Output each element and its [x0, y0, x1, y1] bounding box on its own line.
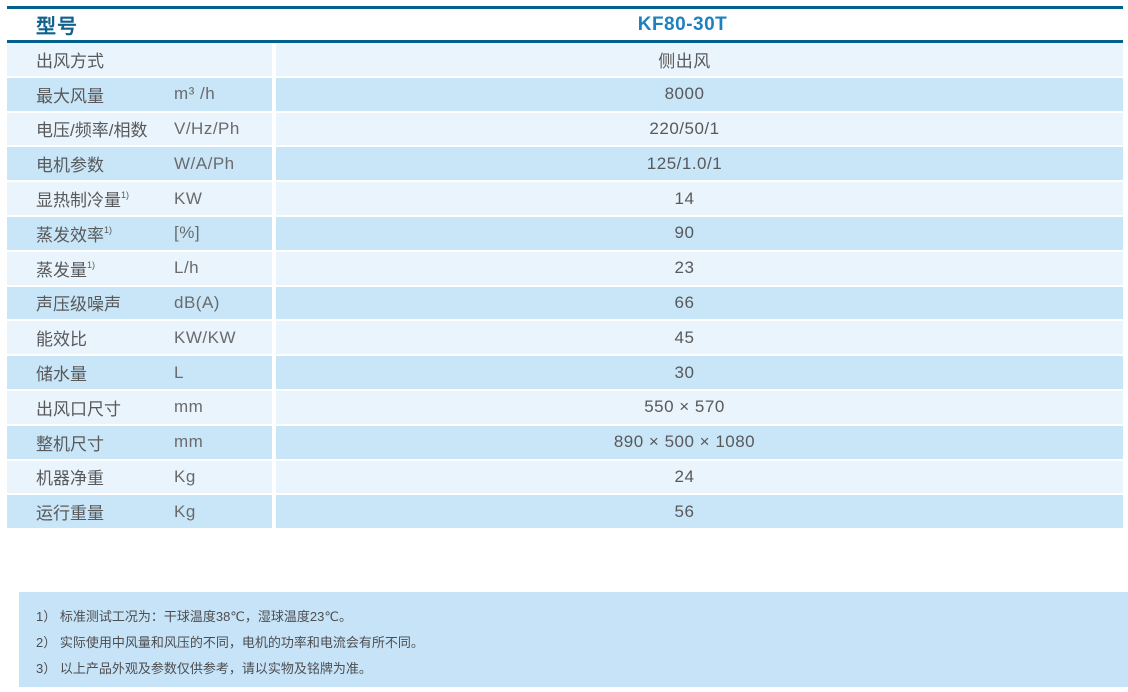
spec-name: 运行重量: [36, 504, 104, 524]
footnote-1: 1） 标准测试工况为：干球温度38℃，湿球温度23℃。: [36, 609, 352, 624]
spec-value: 30: [276, 356, 1123, 389]
spec-value: 8000: [276, 77, 1123, 111]
spec-table: 型号 KF80-30T 出风方式 侧出风 最大风量 m³ /h 8000: [7, 6, 1123, 531]
spec-name: 整机尺寸: [36, 434, 104, 454]
table-row-motor-params: 电机参数 W/A/Ph 125/1.0/1: [7, 147, 1123, 183]
spec-label-cell: 显热制冷量1) KW: [7, 182, 272, 215]
table-row-noise: 声压级噪声 dB(A) 66: [7, 286, 1123, 322]
spec-label-cell: 运行重量 Kg: [7, 495, 272, 529]
table-row-evap-efficiency: 蒸发效率1) [%] 90: [7, 216, 1123, 252]
spec-label-cell: 机器净重 Kg: [7, 460, 272, 494]
table-row-operating-weight: 运行重量 Kg 56: [7, 495, 1123, 531]
spec-label-cell: 出风方式: [7, 43, 272, 76]
footnote-ref: 1): [87, 260, 96, 271]
spec-name: 电机参数: [36, 156, 104, 176]
spec-value: 24: [276, 460, 1123, 494]
spec-label-cell: 蒸发效率1) [%]: [7, 216, 272, 250]
spec-name: 显热制冷量: [36, 191, 121, 211]
spec-value: 66: [276, 286, 1123, 320]
spec-value: 220/50/1: [276, 112, 1123, 146]
spec-label-cell: 整机尺寸 mm: [7, 425, 272, 459]
spec-value: 90: [276, 216, 1123, 250]
spec-name: 出风方式: [36, 51, 104, 71]
spec-name: 声压级噪声: [36, 295, 121, 315]
spec-label-cell: 出风口尺寸 mm: [7, 390, 272, 424]
spec-unit: mm: [174, 397, 204, 417]
spec-unit: KW: [174, 188, 203, 208]
spec-value: 14: [276, 182, 1123, 215]
spec-value: 23: [276, 251, 1123, 285]
table-row-air-outlet: 出风方式 侧出风: [7, 43, 1123, 78]
spec-name: 电压/频率/相数: [36, 121, 148, 141]
spec-unit: W/A/Ph: [174, 153, 235, 173]
spec-value: 890 × 500 × 1080: [276, 425, 1123, 459]
spec-label-cell: 电机参数 W/A/Ph: [7, 147, 272, 181]
footnote-3: 3） 以上产品外观及参数仅供参考，请以实物及铭牌为准。: [36, 661, 372, 676]
spec-name: 能效比: [36, 330, 87, 350]
table-row-outlet-size: 出风口尺寸 mm 550 × 570: [7, 390, 1123, 426]
spec-name: 蒸发效率: [36, 225, 104, 245]
spec-unit: mm: [174, 432, 204, 452]
spec-name: 蒸发量: [36, 260, 87, 280]
spec-label-cell: 最大风量 m³ /h: [7, 77, 272, 111]
footnote-2: 2） 实际使用中风量和风压的不同，电机的功率和电流会有所不同。: [36, 635, 424, 650]
table-row-eer: 能效比 KW/KW 45: [7, 321, 1123, 357]
spec-name: 机器净重: [36, 469, 104, 489]
spec-label-cell: 电压/频率/相数 V/Hz/Ph: [7, 112, 272, 146]
spec-name: 出风口尺寸: [36, 399, 121, 419]
spec-label-cell: 声压级噪声 dB(A): [7, 286, 272, 320]
spec-unit: Kg: [174, 501, 196, 521]
spec-unit: m³ /h: [174, 84, 216, 104]
spec-unit: KW/KW: [174, 327, 236, 347]
spec-unit: dB(A): [174, 292, 220, 312]
table-row-max-airflow: 最大风量 m³ /h 8000: [7, 77, 1123, 113]
table-row-voltage: 电压/频率/相数 V/Hz/Ph 220/50/1: [7, 112, 1123, 148]
table-row-net-weight: 机器净重 Kg 24: [7, 460, 1123, 496]
spec-name: 最大风量: [36, 86, 104, 106]
spec-unit: Kg: [174, 466, 196, 486]
table-row-cooling-capacity: 显热制冷量1) KW 14: [7, 182, 1123, 217]
spec-sheet: 型号 KF80-30T 出风方式 侧出风 最大风量 m³ /h 8000: [7, 6, 1123, 531]
spec-label-cell: 蒸发量1) L/h: [7, 251, 272, 285]
spec-value: 侧出风: [276, 43, 1123, 76]
spec-value: 56: [276, 495, 1123, 529]
model-header-label: 型号: [36, 16, 78, 38]
spec-unit: V/Hz/Ph: [174, 118, 240, 138]
footnote-ref: 1): [104, 225, 113, 236]
spec-label-cell: 能效比 KW/KW: [7, 321, 272, 355]
spec-unit: L/h: [174, 258, 200, 278]
spec-unit: L: [174, 362, 184, 382]
footnote-ref: 1): [121, 190, 130, 201]
table-row-water-tank: 储水量 L 30: [7, 356, 1123, 391]
spec-unit: [%]: [174, 223, 201, 243]
spec-name: 储水量: [36, 365, 87, 385]
table-body: 出风方式 侧出风 最大风量 m³ /h 8000 电压/频率/相数 V/Hz/P…: [7, 43, 1123, 531]
footnotes-panel: 1） 标准测试工况为：干球温度38℃，湿球温度23℃。 2） 实际使用中风量和风…: [19, 592, 1128, 687]
spec-value: 45: [276, 321, 1123, 355]
spec-value: 550 × 570: [276, 390, 1123, 424]
table-row-overall-size: 整机尺寸 mm 890 × 500 × 1080: [7, 425, 1123, 461]
spec-label-cell: 储水量 L: [7, 356, 272, 389]
model-number: KF80-30T: [637, 13, 728, 35]
table-header-row: 型号 KF80-30T: [7, 9, 1123, 43]
table-row-evap-amount: 蒸发量1) L/h 23: [7, 251, 1123, 287]
spec-value: 125/1.0/1: [276, 147, 1123, 181]
